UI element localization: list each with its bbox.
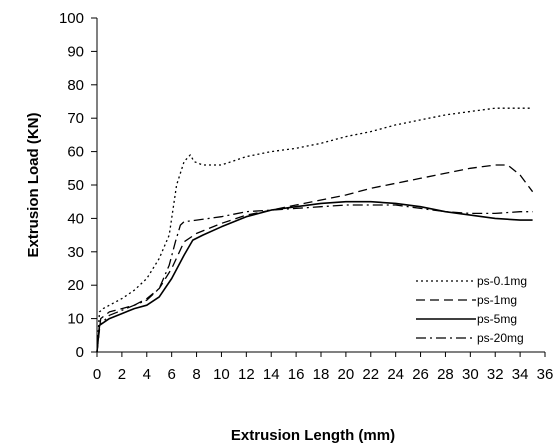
series-line-ps-5mg: [96, 200, 533, 353]
x-tick-label: 22: [362, 366, 379, 383]
x-tick-label: 0: [93, 366, 101, 383]
x-tick-label: 14: [263, 366, 280, 383]
series-line-ps-0.1mg: [96, 107, 533, 353]
legend-label: ps-1mg: [477, 293, 517, 307]
series-layer: [96, 107, 534, 353]
x-tick-label: 12: [238, 366, 255, 383]
legend-label: ps-5mg: [477, 312, 517, 326]
x-tick-label: 2: [118, 366, 126, 383]
x-tick-label: 24: [387, 366, 404, 383]
series-line-ps-20mg: [96, 204, 533, 353]
y-tick-label: 0: [76, 344, 84, 361]
y-tick-label: 10: [67, 311, 84, 328]
x-tick-label: 6: [167, 366, 175, 383]
x-tick-label: 18: [313, 366, 330, 383]
series-line-ps-1mg: [96, 164, 534, 353]
y-tick-label: 30: [67, 244, 84, 261]
x-tick-label: 32: [487, 366, 504, 383]
y-tick-label: 50: [67, 177, 84, 194]
x-tick-label: 34: [512, 366, 529, 383]
x-tick-label: 16: [288, 366, 305, 383]
x-tick-label: 28: [437, 366, 454, 383]
y-tick-label: 70: [67, 110, 84, 127]
x-tick-label: 30: [462, 366, 479, 383]
y-tick-label: 40: [67, 210, 84, 227]
x-tick-label: 36: [537, 366, 554, 383]
legend-label: ps-0.1mg: [477, 274, 527, 288]
x-tick-label: 26: [412, 366, 429, 383]
x-tick-label: 10: [213, 366, 230, 383]
y-tick-label: 60: [67, 144, 84, 161]
x-tick-label: 20: [338, 366, 355, 383]
y-tick-label: 100: [59, 10, 84, 27]
y-tick-label: 80: [67, 77, 84, 94]
y-axis-title: Extrusion Load (KN): [25, 112, 42, 257]
x-tick-label: 4: [143, 366, 151, 383]
x-axis-title: Extrusion Length (mm): [231, 427, 395, 444]
y-tick-label: 20: [67, 277, 84, 294]
legend: ps-0.1mg ps-1mg ps-5mg ps-20mg: [416, 274, 527, 345]
x-tick-label: 8: [192, 366, 200, 383]
legend-label: ps-20mg: [477, 331, 524, 345]
y-tick-label: 90: [67, 43, 84, 60]
